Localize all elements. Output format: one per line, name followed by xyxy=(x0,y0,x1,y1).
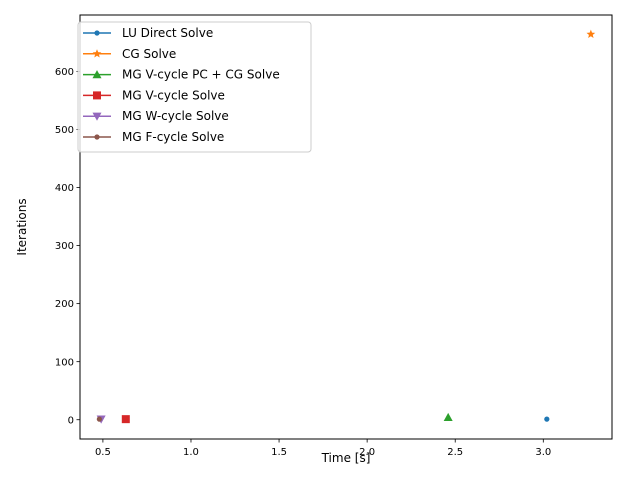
legend-box xyxy=(77,21,312,153)
legend-marker-cg-solve xyxy=(92,49,102,58)
legend-label-mg-v-cycle-solve: MG V-cycle Solve xyxy=(122,88,225,102)
legend-marker-mg-f-cycle-solve xyxy=(94,134,100,140)
y-tick-label: 500 xyxy=(55,125,74,136)
y-tick-label: 600 xyxy=(55,67,74,78)
x-axis-ticks: 0.5 1.0 1.5 2.0 2.5 3.0 xyxy=(95,439,551,458)
y-axis-label: Iterations xyxy=(15,198,29,255)
plot-frame xyxy=(79,14,613,440)
data-point-lu-direct-solve xyxy=(544,416,550,422)
chart-marks xyxy=(96,29,596,424)
data-point-mg-v-cycle-solve xyxy=(121,415,130,424)
x-tick-label: 1.5 xyxy=(271,447,287,458)
x-tick-label: 2.0 xyxy=(359,447,375,458)
data-point-cg-solve xyxy=(586,29,596,38)
data-point-mg-f-cycle-solve xyxy=(96,416,102,422)
legend-marker-mg-v-cycle-pc-cg-solve xyxy=(92,70,102,79)
legend-label-cg-solve: CG Solve xyxy=(122,47,176,61)
x-tick-label: 0.5 xyxy=(95,447,111,458)
x-tick-label: 2.5 xyxy=(447,447,463,458)
y-tick-label: 0 xyxy=(68,415,74,426)
x-tick-label: 1.0 xyxy=(183,447,199,458)
x-tick-label: 3.0 xyxy=(535,447,551,458)
x-axis-label: Time [s] xyxy=(321,451,371,465)
y-tick-label: 100 xyxy=(55,357,74,368)
legend: LU Direct Solve CG Solve MG V-cycle PC + C… xyxy=(77,21,312,153)
legend-label-mg-v-cycle-pc-cg-solve: MG V-cycle PC + CG Solve xyxy=(122,68,280,82)
y-tick-label: 400 xyxy=(55,183,74,194)
legend-marker-mg-w-cycle-solve xyxy=(92,112,102,121)
legend-label-mg-w-cycle-solve: MG W-cycle Solve xyxy=(122,109,229,123)
legend-marker-lu-direct-solve xyxy=(94,30,100,36)
y-tick-label: 300 xyxy=(55,241,74,252)
legend-label-mg-f-cycle-solve: MG F-cycle Solve xyxy=(122,130,224,144)
legend-label-lu-direct-solve: LU Direct Solve xyxy=(122,26,213,40)
data-point-mg-v-cycle-pc-cg-solve xyxy=(443,412,453,422)
y-tick-label: 200 xyxy=(55,299,74,310)
legend-marker-mg-v-cycle-solve xyxy=(93,91,101,100)
y-axis-ticks: 0 100 200 300 400 500 600 xyxy=(55,67,80,426)
